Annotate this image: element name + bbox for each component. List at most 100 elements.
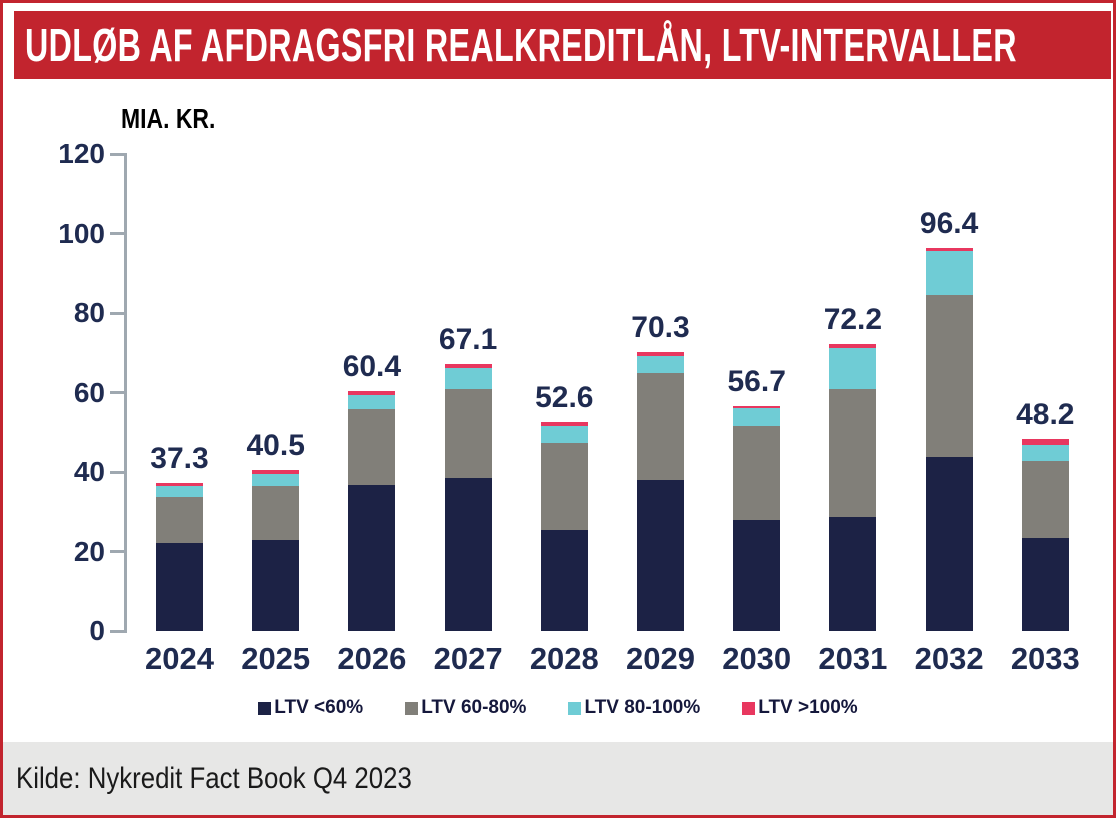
bar-2029 [637,351,684,631]
bar-2025 [252,470,300,631]
x-axis-label: 2032 [914,641,984,676]
y-tick-mark [110,550,125,553]
legend-color-swatch [568,701,582,715]
y-tick-label: 0 [89,615,105,646]
bar-value-label: 40.5 [246,429,305,462]
footer: Kilde: Nykredit Fact Book Q4 2023 [3,742,1113,815]
bar-segment [925,251,973,295]
bar-segment [733,426,781,520]
y-tick-mark [110,232,125,235]
legend-item: LTV 80-100% [568,697,700,719]
x-axis-label: 2027 [433,641,503,676]
bar-segment [637,355,684,374]
bar-segment [925,247,973,251]
y-tick-label: 40 [73,456,105,487]
bar-segment [733,405,781,409]
bar-value-label: 56.7 [727,364,786,398]
bar-segment [637,479,684,631]
legend-label: LTV <60% [274,697,364,718]
bar-segment [540,421,588,426]
bar-2026 [348,390,396,631]
x-axis-label: 2029 [626,641,695,676]
y-axis-unit-label: MIA. KR. [121,103,216,134]
legend-item: LTV <60% [258,697,363,719]
bar-2031 [829,344,877,631]
bar-2033 [1021,439,1069,631]
bar-segment [733,519,781,631]
legend: LTV <60% LTV 60-80% LTV 80-100% LTV >100% [3,697,1113,719]
x-axis-label: 2030 [722,641,792,676]
y-tick-mark [110,470,125,474]
x-axis-label: 2031 [818,641,888,676]
bar-segment [156,497,203,544]
bar-segment [348,390,396,395]
bar-segment [252,470,300,474]
bar-segment [1021,439,1069,445]
legend-color-swatch [742,701,756,715]
bar-segment [540,425,588,444]
bar-segment [252,473,300,486]
y-tick-label: 120 [58,138,105,169]
bar-segment [348,394,396,409]
bar-segment [637,373,684,480]
legend-color-swatch [258,701,272,715]
legend-label: LTV 60-80% [421,697,527,718]
x-axis-label: 2026 [337,641,407,676]
bar-segment [829,388,877,518]
source-text: Kilde: Nykredit Fact Book Q4 2023 [16,761,412,795]
legend-item: LTV >100% [742,697,858,719]
bar-value-label: 52.6 [535,380,594,414]
y-tick-mark [110,629,125,633]
bar-2024 [156,482,203,631]
bar-segment [925,457,973,631]
legend-label: LTV 80-100% [584,697,701,718]
x-axis-label: 2025 [241,641,311,676]
bar-segment [540,530,588,631]
bar-segment [829,517,877,631]
x-axis-label: 2024 [145,641,214,676]
bar-value-label: 37.3 [150,441,209,475]
bar-segment [156,482,203,486]
bar-segment [156,485,203,498]
legend-item: LTV 60-80% [405,697,526,719]
y-tick-label: 20 [73,535,105,567]
legend-color-swatch [405,701,419,715]
bar-segment [733,408,781,427]
y-tick-label: 60 [73,376,105,408]
bar-2028 [540,421,588,631]
header-banner: UDLØB AF AFDRAGSFRI REALKREDITLÅN, LTV-I… [14,11,1111,79]
bar-segment [444,388,492,479]
x-axis-label: 2033 [1010,641,1080,676]
bar-segment [252,539,300,631]
legend-label: LTV >100% [758,697,858,718]
y-tick-mark [110,391,125,394]
bar-segment [540,443,588,531]
bar-value-label: 70.3 [631,310,690,344]
y-tick-label: 80 [73,297,105,328]
bar-value-label: 72.2 [823,303,883,336]
bar-segment [1021,444,1069,462]
bar-segment [925,294,973,458]
bar-segment [829,347,877,389]
bar-value-label: 67.1 [438,323,498,357]
bar-value-label: 48.2 [1016,398,1075,432]
bar-segment [252,485,300,540]
bar-value-label: 96.4 [919,206,979,240]
bar-segment [156,543,203,631]
bar-segment [444,478,492,631]
y-tick-mark [110,152,125,156]
y-tick-mark [110,311,125,315]
bar-segment [829,344,877,348]
bar-2032 [925,247,973,631]
bar-segment [444,367,492,389]
bar-segment [444,364,492,368]
page-title: UDLØB AF AFDRAGSFRI REALKREDITLÅN, LTV-I… [25,19,1017,71]
bar-segment [348,484,396,631]
bar-2027 [444,364,492,631]
bar-segment [348,408,396,485]
x-axis-label: 2028 [529,641,599,676]
y-axis-line [124,153,127,633]
bar-segment [1021,461,1069,538]
bar-value-label: 60.4 [342,349,402,383]
